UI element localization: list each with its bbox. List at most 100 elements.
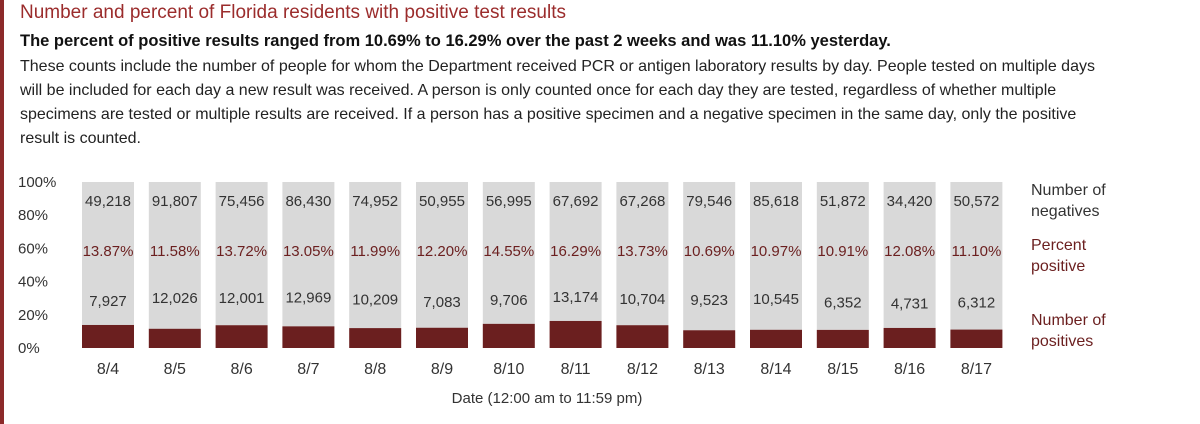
legend-percent-positive-line2: positive bbox=[1031, 258, 1085, 275]
bar-positives bbox=[82, 324, 134, 348]
x-tick-label: 8/4 bbox=[97, 361, 119, 378]
bar-positives bbox=[549, 320, 602, 348]
bar-positives bbox=[750, 329, 802, 348]
legend-negatives-line2: negatives bbox=[1031, 203, 1100, 220]
positives-data-label: 12,969 bbox=[285, 289, 331, 306]
negatives-data-label: 50,572 bbox=[953, 193, 999, 210]
negatives-data-label: 91,807 bbox=[152, 193, 198, 210]
page-title: Number and percent of Florida residents … bbox=[20, 2, 566, 23]
negatives-data-label: 51,872 bbox=[820, 193, 866, 210]
x-tick-label: 8/10 bbox=[493, 361, 524, 378]
x-tick-label: 8/11 bbox=[561, 361, 591, 378]
page-description: These counts include the number of peopl… bbox=[20, 58, 1095, 147]
percent-positive-label: 12.20% bbox=[417, 243, 468, 260]
bar-negatives bbox=[416, 182, 468, 328]
percent-positive-label: 14.55% bbox=[483, 243, 534, 260]
x-tick-label: 8/5 bbox=[164, 361, 186, 378]
percent-positive-label: 13.87% bbox=[83, 243, 134, 260]
percent-positive-label: 13.73% bbox=[617, 243, 668, 260]
bar-positives bbox=[482, 323, 535, 348]
positives-data-label: 7,927 bbox=[89, 293, 127, 310]
bar-positives bbox=[349, 328, 402, 348]
x-tick-label: 8/7 bbox=[297, 361, 319, 378]
negatives-data-label: 85,618 bbox=[753, 193, 799, 210]
x-tick-label: 8/6 bbox=[230, 361, 252, 378]
y-tick-label: 0% bbox=[18, 340, 40, 357]
positives-data-label: 10,209 bbox=[352, 291, 398, 308]
bar-negatives bbox=[148, 182, 201, 329]
x-tick-label: 8/13 bbox=[694, 361, 725, 378]
legend-percent-positive-line1: Percent bbox=[1031, 237, 1087, 254]
y-tick-label: 20% bbox=[18, 307, 48, 324]
negatives-data-label: 86,430 bbox=[285, 193, 331, 210]
x-tick-label: 8/16 bbox=[894, 361, 925, 378]
negatives-data-label: 79,546 bbox=[686, 193, 732, 210]
x-axis-title: Date (12:00 am to 11:59 pm) bbox=[452, 390, 643, 407]
positives-data-label: 7,083 bbox=[423, 294, 461, 311]
negatives-data-label: 56,995 bbox=[486, 193, 532, 210]
positives-data-label: 12,001 bbox=[219, 290, 265, 307]
legend-positives-line2: positives bbox=[1031, 333, 1093, 350]
positives-data-label: 4,731 bbox=[891, 295, 929, 312]
percent-positive-label: 10.69% bbox=[684, 243, 735, 260]
bar-positives bbox=[883, 327, 936, 348]
negatives-data-label: 74,952 bbox=[352, 193, 398, 210]
bar-negatives bbox=[750, 182, 802, 330]
x-tick-label: 8/8 bbox=[364, 361, 386, 378]
bar-negatives bbox=[816, 182, 869, 330]
bar-negatives bbox=[282, 182, 335, 327]
bar-positives bbox=[683, 330, 736, 348]
percent-positive-label: 13.72% bbox=[216, 243, 267, 260]
bar-negatives bbox=[349, 182, 402, 329]
negatives-data-label: 49,218 bbox=[85, 193, 131, 210]
y-tick-label: 100% bbox=[18, 174, 56, 191]
percent-positive-label: 10.97% bbox=[751, 243, 802, 260]
positives-data-label: 9,706 bbox=[490, 292, 528, 309]
bar-negatives bbox=[549, 182, 602, 321]
positives-data-label: 9,523 bbox=[690, 292, 728, 309]
page-subtitle: The percent of positive results ranged f… bbox=[20, 32, 891, 50]
x-tick-label: 8/9 bbox=[431, 361, 453, 378]
positives-data-label: 10,704 bbox=[619, 291, 665, 308]
bar-negatives bbox=[82, 182, 134, 325]
bar-negatives bbox=[683, 182, 736, 331]
bar-positives bbox=[816, 329, 869, 348]
negatives-data-label: 67,268 bbox=[619, 193, 665, 210]
bar-positives bbox=[416, 327, 468, 348]
positives-data-label: 13,174 bbox=[553, 289, 599, 306]
bar-positives bbox=[215, 325, 268, 348]
negatives-data-label: 75,456 bbox=[219, 193, 265, 210]
bar-negatives bbox=[215, 182, 268, 326]
negatives-data-label: 67,692 bbox=[553, 193, 599, 210]
percent-positive-label: 16.29% bbox=[550, 243, 601, 260]
percent-positive-label: 12.08% bbox=[884, 243, 935, 260]
left-accent-rule bbox=[0, 0, 4, 424]
bar-positives bbox=[148, 328, 201, 348]
y-tick-label: 80% bbox=[18, 207, 48, 224]
legend-negatives-line1: Number of bbox=[1031, 182, 1106, 199]
bar-negatives bbox=[950, 182, 1003, 330]
percent-positive-label: 11.58% bbox=[150, 243, 200, 260]
bar-negatives bbox=[883, 182, 936, 328]
percent-positive-label: 11.10% bbox=[952, 243, 1002, 260]
bar-negatives bbox=[616, 182, 669, 326]
y-tick-label: 60% bbox=[18, 240, 48, 257]
x-tick-label: 8/14 bbox=[760, 361, 791, 378]
x-tick-label: 8/15 bbox=[827, 361, 858, 378]
x-tick-label: 8/12 bbox=[627, 361, 658, 378]
percent-positive-label: 13.05% bbox=[283, 243, 334, 260]
negatives-data-label: 34,420 bbox=[887, 193, 933, 210]
y-tick-label: 40% bbox=[18, 274, 48, 291]
bar-positives bbox=[616, 325, 669, 348]
positives-data-label: 10,545 bbox=[753, 291, 799, 308]
stacked-bar-chart: 0% 20% 40% 60% 80% 100% 49,218 13.87% 7,927 8/4 91… bbox=[18, 174, 1106, 407]
bar-positives bbox=[950, 329, 1003, 348]
x-tick-label: 8/17 bbox=[961, 361, 992, 378]
bar-negatives bbox=[482, 182, 535, 324]
positives-data-label: 6,312 bbox=[958, 294, 996, 311]
percent-positive-label: 10.91% bbox=[817, 243, 868, 260]
percent-positive-label: 11.99% bbox=[350, 243, 400, 260]
negatives-data-label: 50,955 bbox=[419, 193, 465, 210]
bar-positives bbox=[282, 326, 335, 348]
positives-data-label: 12,026 bbox=[152, 290, 198, 307]
